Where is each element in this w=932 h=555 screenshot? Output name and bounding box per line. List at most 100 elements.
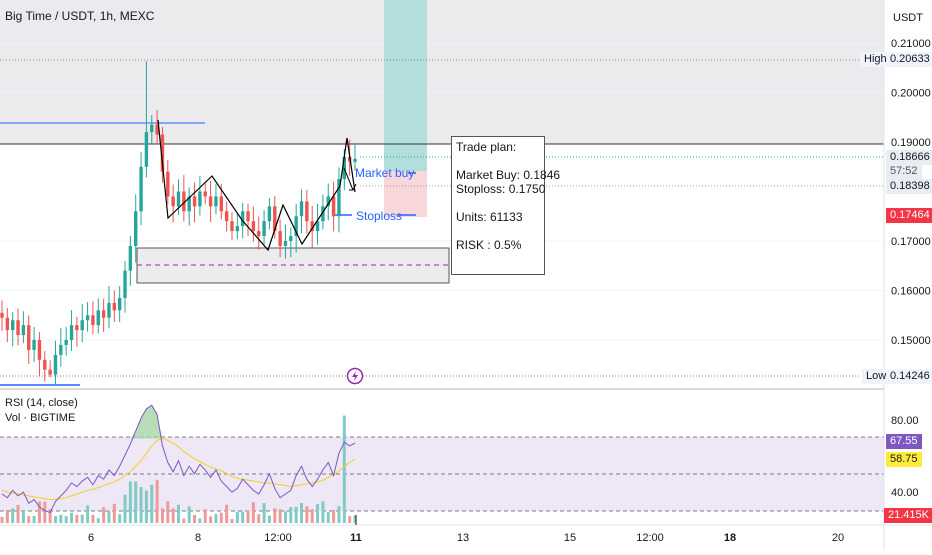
candle-body [299, 201, 304, 217]
candle-body [278, 231, 282, 246]
volume-bar [27, 516, 31, 523]
stop-loss-zone[interactable] [384, 171, 427, 217]
rsi-axis-ticks[interactable]: 80.00 40.00 [891, 415, 919, 499]
take-profit-zone[interactable] [384, 0, 427, 171]
low-value-tag: 0.14246 [886, 369, 932, 384]
volume-title[interactable]: Vol · BIGTIME [5, 412, 75, 424]
price-axis-ticks[interactable]: 0.21000 0.20000 0.19000 0.17000 0.16000 0.150… [891, 38, 931, 347]
candle-body [187, 196, 191, 212]
volume-bar [123, 494, 127, 523]
arrow-drawing[interactable] [343, 167, 357, 191]
candle-body [107, 302, 111, 318]
candle-body [144, 132, 149, 167]
volume-bar [91, 514, 95, 523]
volume-bar [251, 502, 255, 523]
pattern-drawing[interactable] [157, 119, 356, 252]
volume-bar [214, 513, 218, 523]
time-axis-labels[interactable]: 6 8 12:00 11 13 15 12:00 18 20 [88, 532, 844, 544]
stoploss-annotation: Stoploss [356, 209, 402, 223]
volume-bar [96, 518, 100, 523]
volume-bar [70, 512, 74, 523]
candle-body [251, 221, 256, 232]
price-tick-label: 0.16000 [891, 286, 931, 298]
volume-bar [289, 507, 293, 523]
candle-body [262, 221, 266, 237]
volume-bar [187, 506, 191, 523]
volume-bar [262, 503, 266, 523]
volume-bar [102, 507, 106, 523]
candle-body [203, 191, 207, 197]
candle-body [257, 231, 261, 237]
candle-body [27, 325, 31, 350]
volume-value-tag: 21.415K [884, 508, 932, 523]
volume-bar [198, 518, 202, 523]
volume-bar [300, 503, 304, 523]
trade-plan-market-buy: Market Buy: 0.1846 [456, 168, 561, 182]
axis-currency: USDT [893, 12, 923, 24]
trade-plan-title: Trade plan: [456, 140, 517, 154]
candle-body [182, 191, 186, 212]
volume-bar [75, 514, 79, 523]
candle-body [315, 221, 320, 232]
time-tick-label: 20 [832, 532, 844, 544]
volume-bar [209, 516, 213, 523]
volume-bar [241, 511, 245, 523]
candle-body [321, 206, 325, 222]
rsi-tick-label: 80.00 [891, 415, 919, 427]
volume-bar [332, 509, 336, 523]
candle-body [214, 196, 218, 207]
volume-bar [5, 509, 9, 523]
candle-body [289, 236, 293, 241]
rsi-value-tag: 67.55 [886, 434, 922, 449]
candle-body [32, 340, 36, 350]
candle-body [123, 270, 127, 298]
trade-plan-box[interactable]: Trade plan: Market Buy: 0.1846 Stoploss:… [451, 136, 561, 275]
volume-bar [326, 511, 330, 523]
volume-bar [267, 515, 271, 523]
last-price-tag: 0.18666 [886, 150, 932, 165]
price-tick-label: 0.15000 [891, 335, 931, 347]
time-tick-label: 12:00 [264, 532, 292, 544]
volume-bar [134, 481, 138, 523]
low-label: Low [862, 369, 891, 384]
candle-body [85, 315, 90, 321]
candle-body [101, 310, 106, 318]
volume-bar [171, 508, 175, 523]
candle-body [326, 196, 330, 207]
high-label: High [860, 52, 891, 67]
candle-body [353, 158, 357, 162]
trade-plan-risk: RISK : 0.5% [456, 238, 522, 252]
volume-bar [80, 514, 84, 523]
lightning-icon[interactable] [346, 367, 364, 385]
chart-title[interactable]: Big Time / USDT, 1h, MEXC [5, 9, 155, 23]
volume-bar [0, 516, 4, 523]
candle-body [0, 312, 4, 318]
candle-body [117, 297, 122, 311]
high-value-tag: 0.20633 [886, 52, 932, 67]
candle-body [21, 325, 26, 336]
volume-bar [246, 510, 250, 523]
volume-bar [219, 512, 223, 523]
candle-body [208, 196, 213, 207]
volume-bar [32, 515, 36, 523]
candle-body [337, 179, 341, 217]
volume-bar [278, 509, 282, 523]
rsi-title[interactable]: RSI (14, close) [5, 397, 78, 409]
volume-bar [160, 508, 164, 523]
price-tick-label: 0.19000 [891, 137, 931, 149]
volume-bar [128, 481, 132, 523]
candle-body [230, 221, 234, 232]
volume-bar [53, 515, 57, 523]
time-tick-label: 13 [457, 532, 469, 544]
countdown-tag: 57:52 [886, 164, 922, 179]
volume-bar [273, 508, 277, 523]
candle-body [198, 191, 202, 207]
volume-bar [144, 490, 148, 523]
candle-body [294, 216, 298, 237]
candle-body [53, 354, 58, 375]
candle-body [273, 206, 277, 232]
volume-bar [321, 501, 325, 523]
candle-body [43, 359, 47, 370]
volume-bar [43, 501, 47, 523]
